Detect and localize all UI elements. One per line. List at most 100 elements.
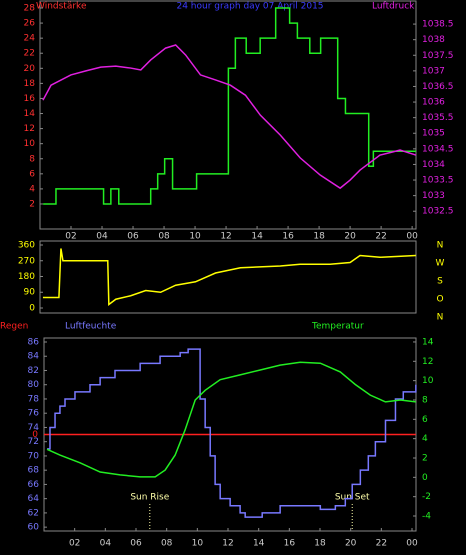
x-tick-label: 16 <box>284 539 296 549</box>
y2-tick-label: 14 <box>422 337 434 347</box>
x-tick-label: 08 <box>161 539 173 549</box>
y3-tick-label: 0 <box>32 430 38 440</box>
y2-tick-label: 1035 <box>422 129 445 139</box>
y-tick-label: 82 <box>28 366 39 376</box>
y-tick-label: 24 <box>24 34 36 44</box>
y2-tick-label: 1036.5 <box>422 82 454 92</box>
y-tick-label: 20 <box>24 64 36 74</box>
y-tick-label: 6 <box>29 169 35 179</box>
y-tick-label: 14 <box>24 109 36 119</box>
y2-tick-label: 2 <box>422 453 428 463</box>
y2-tick-label: 1037.5 <box>422 51 454 61</box>
x-tick-label: 16 <box>282 232 294 242</box>
axis-label: Luftdruck <box>372 2 415 12</box>
y2-tick-label: -4 <box>422 512 431 522</box>
x-tick-label: 18 <box>314 539 326 549</box>
x-tick-label: 06 <box>127 232 139 242</box>
axis-label: Temperatur <box>311 322 364 332</box>
x-tick-label: 02 <box>65 232 76 242</box>
series-line <box>46 361 416 478</box>
axis-label: Windstärke <box>36 2 87 12</box>
y2-tick-label: 4 <box>422 434 428 444</box>
y2-tick-label: 1033 <box>422 191 445 201</box>
y2-tick-label: 1033.5 <box>422 176 454 186</box>
y-tick-label: 10 <box>24 139 36 149</box>
y-tick-label: 72 <box>28 437 39 447</box>
y2-tick-label: 12 <box>422 357 433 367</box>
axis-label: Regen <box>0 322 28 332</box>
series-line <box>42 44 417 190</box>
x-tick-label: 06 <box>130 539 142 549</box>
y-tick-label: 0 <box>29 303 35 313</box>
x-tick-label: 12 <box>220 232 231 242</box>
y-tick-label: 84 <box>28 352 40 362</box>
y-tick-label: 86 <box>28 337 40 347</box>
y2-tick-label: 1034 <box>422 160 445 170</box>
y2-tick-label: 1035.5 <box>422 113 454 123</box>
y-tick-label: 180 <box>18 272 35 282</box>
y2-tick-label: 8 <box>422 395 428 405</box>
series-line <box>47 348 417 518</box>
x-tick-label: 12 <box>222 539 233 549</box>
y2-tick-label: 1038 <box>422 35 445 45</box>
y-tick-label: 18 <box>24 79 36 89</box>
x-tick-label: 08 <box>158 232 170 242</box>
y-tick-label: 2 <box>29 199 35 209</box>
x-tick-label: 14 <box>253 539 265 549</box>
x-tick-label: 04 <box>100 539 112 549</box>
y2-tick-label: -2 <box>422 492 431 502</box>
y2-tick-label: 1038.5 <box>422 20 454 30</box>
y-tick-label: 270 <box>18 256 35 266</box>
x-tick-label: 18 <box>313 232 325 242</box>
y2-tick-label: 10 <box>422 376 434 386</box>
y-tick-label: 70 <box>28 451 40 461</box>
x-tick-label: 20 <box>344 232 356 242</box>
y-tick-label: 90 <box>24 288 36 298</box>
axis-label: Luftfeuchte <box>65 322 117 332</box>
chart-title: 24 hour graph day 07 April 2015 <box>176 2 323 12</box>
y-tick-label: 66 <box>28 480 40 490</box>
y-tick-label: 8 <box>29 154 35 164</box>
direction-label: S <box>437 277 443 287</box>
x-tick-label: 04 <box>96 232 108 242</box>
y2-tick-label: 0 <box>422 473 428 483</box>
x-tick-label: 22 <box>376 539 387 549</box>
y-tick-label: 62 <box>28 508 39 518</box>
y-tick-label: 68 <box>28 466 40 476</box>
annotation: Sun Rise <box>130 493 169 503</box>
y-tick-label: 12 <box>24 124 35 134</box>
panel-frame <box>39 240 417 314</box>
y-tick-label: 4 <box>29 184 35 194</box>
x-tick-label: 20 <box>345 539 357 549</box>
y-tick-label: 28 <box>24 4 36 14</box>
y-tick-label: 60 <box>28 523 40 533</box>
x-tick-label: 00 <box>406 232 418 242</box>
y2-tick-label: 1034.5 <box>422 144 454 154</box>
direction-label: W <box>436 259 445 269</box>
direction-label: N <box>437 241 444 251</box>
y-tick-label: 78 <box>28 394 40 404</box>
y-tick-label: 22 <box>24 49 35 59</box>
x-tick-label: 02 <box>69 539 80 549</box>
y2-tick-label: 1037 <box>422 66 445 76</box>
direction-label: N <box>437 313 444 323</box>
x-tick-label: 14 <box>251 232 263 242</box>
series-line <box>42 248 416 306</box>
series-line <box>43 7 416 205</box>
x-tick-label: 22 <box>375 232 386 242</box>
y-tick-label: 74 <box>28 423 40 433</box>
y-tick-label: 26 <box>24 19 36 29</box>
y2-tick-label: 1036 <box>422 98 445 108</box>
x-tick-label: 10 <box>189 232 201 242</box>
y2-tick-label: 1032.5 <box>422 207 454 217</box>
y-tick-label: 80 <box>28 380 40 390</box>
direction-label: O <box>436 295 443 305</box>
x-tick-label: 10 <box>192 539 204 549</box>
y2-tick-label: 6 <box>422 415 428 425</box>
panel-frame <box>39 0 417 230</box>
y-tick-label: 360 <box>18 241 35 251</box>
y-tick-label: 16 <box>24 94 36 104</box>
y-tick-label: 76 <box>28 409 40 419</box>
